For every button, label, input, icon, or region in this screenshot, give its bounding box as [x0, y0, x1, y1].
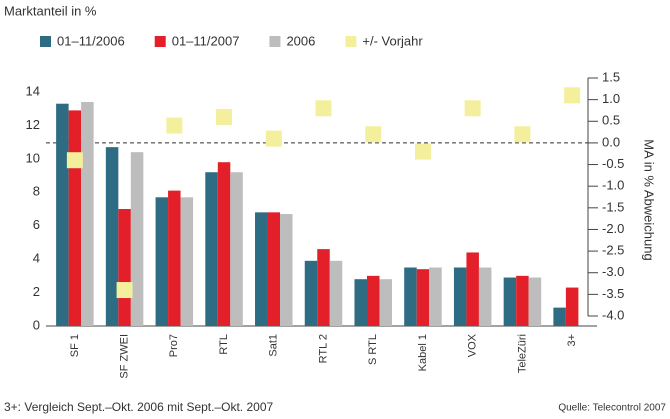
- bar: [404, 267, 417, 326]
- bar: [565, 287, 579, 326]
- y2-tick-label: -2.0: [602, 221, 624, 236]
- diff-marker: [166, 117, 183, 134]
- bar: [429, 267, 442, 326]
- footnote: 3+: Vergleich Sept.–Okt. 2006 mit Sept.–…: [4, 400, 273, 414]
- x-tick-label: SF 1: [69, 334, 81, 357]
- bar: [81, 102, 94, 327]
- y2-tick-label: 0.5: [602, 113, 620, 128]
- y-tick-label: 6: [33, 217, 40, 232]
- diff-marker: [414, 143, 431, 160]
- bar: [329, 260, 343, 326]
- y2-tick-label: -0.5: [602, 156, 624, 171]
- x-tick-label: TeleZüri: [516, 334, 528, 373]
- legend-label: +/- Vorjahr: [362, 33, 423, 48]
- diff-marker: [564, 87, 581, 104]
- bar: [68, 110, 82, 326]
- diff-marker: [315, 100, 332, 117]
- y-tick-label: 10: [26, 150, 40, 165]
- bar: [366, 275, 380, 326]
- bar: [304, 260, 318, 326]
- bar: [503, 277, 517, 326]
- legend-swatch: [40, 36, 51, 47]
- legend-label: 2006: [286, 33, 315, 48]
- y-tick-label: 0: [33, 317, 40, 332]
- chart-title: Marktanteil in %: [4, 3, 97, 18]
- y2-tick-label: -3.0: [602, 264, 624, 279]
- bar: [553, 307, 566, 326]
- legend-label: 01–11/2006: [57, 33, 125, 48]
- y2-tick-label: 0.0: [602, 134, 620, 149]
- bar: [466, 252, 479, 326]
- bar: [230, 172, 243, 326]
- y-tick-label: 8: [33, 184, 40, 199]
- bar: [217, 162, 231, 326]
- bar: [317, 249, 330, 326]
- y2-tick-label: -3.5: [602, 286, 624, 301]
- bar: [118, 209, 131, 326]
- bar: [155, 197, 169, 326]
- diff-marker: [66, 152, 83, 169]
- x-tick-label: Pro7: [168, 334, 180, 357]
- y-tick-label: 12: [26, 117, 40, 132]
- x-tick-label: S RTL: [367, 334, 379, 365]
- x-tick-label: SF ZWEI: [118, 334, 130, 379]
- y2-axis-label: MA in % Abweichung: [642, 139, 657, 260]
- bar: [528, 277, 542, 326]
- bar: [379, 279, 392, 326]
- y-tick-label: 14: [26, 83, 40, 98]
- bar: [205, 172, 218, 326]
- y2-tick-label: 1.0: [602, 91, 620, 106]
- x-tick-label: 3+: [566, 334, 578, 347]
- bar: [416, 269, 430, 326]
- diff-marker: [464, 100, 481, 117]
- bar: [255, 212, 268, 326]
- y-tick-label: 4: [33, 251, 40, 266]
- diff-marker: [265, 130, 282, 147]
- x-tick-label: Sat1: [268, 334, 280, 357]
- x-tick-label: Kabel 1: [417, 334, 429, 371]
- diff-marker: [365, 126, 382, 143]
- bar: [478, 267, 492, 326]
- legend-swatch: [345, 36, 357, 47]
- y2-tick-label: -2.5: [602, 243, 624, 258]
- bar: [453, 267, 467, 326]
- diff-marker: [514, 126, 531, 143]
- bar: [180, 197, 194, 326]
- bar: [168, 190, 181, 326]
- diff-marker: [116, 282, 133, 299]
- y-tick-label: 2: [33, 284, 40, 299]
- x-tick-label: VOX: [467, 333, 479, 357]
- legend-swatch: [269, 36, 281, 47]
- bar: [105, 147, 119, 326]
- y2-tick-label: 1.5: [602, 69, 620, 84]
- bar: [280, 214, 293, 326]
- source: Quelle: Telecontrol 2007: [558, 403, 666, 414]
- y2-tick-label: -1.0: [602, 178, 624, 193]
- y2-tick-label: -4.0: [602, 307, 624, 322]
- bar: [516, 275, 529, 326]
- x-tick-label: RTL 2: [317, 334, 329, 363]
- y2-tick-label: -1.5: [602, 199, 624, 214]
- bar: [130, 152, 144, 326]
- bar: [56, 103, 69, 326]
- bar: [354, 279, 367, 326]
- x-tick-label: RTL: [218, 334, 230, 355]
- bar: [267, 212, 281, 326]
- diff-marker: [216, 108, 233, 125]
- legend-label: 01–11/2007: [172, 33, 240, 48]
- legend-swatch: [154, 36, 166, 47]
